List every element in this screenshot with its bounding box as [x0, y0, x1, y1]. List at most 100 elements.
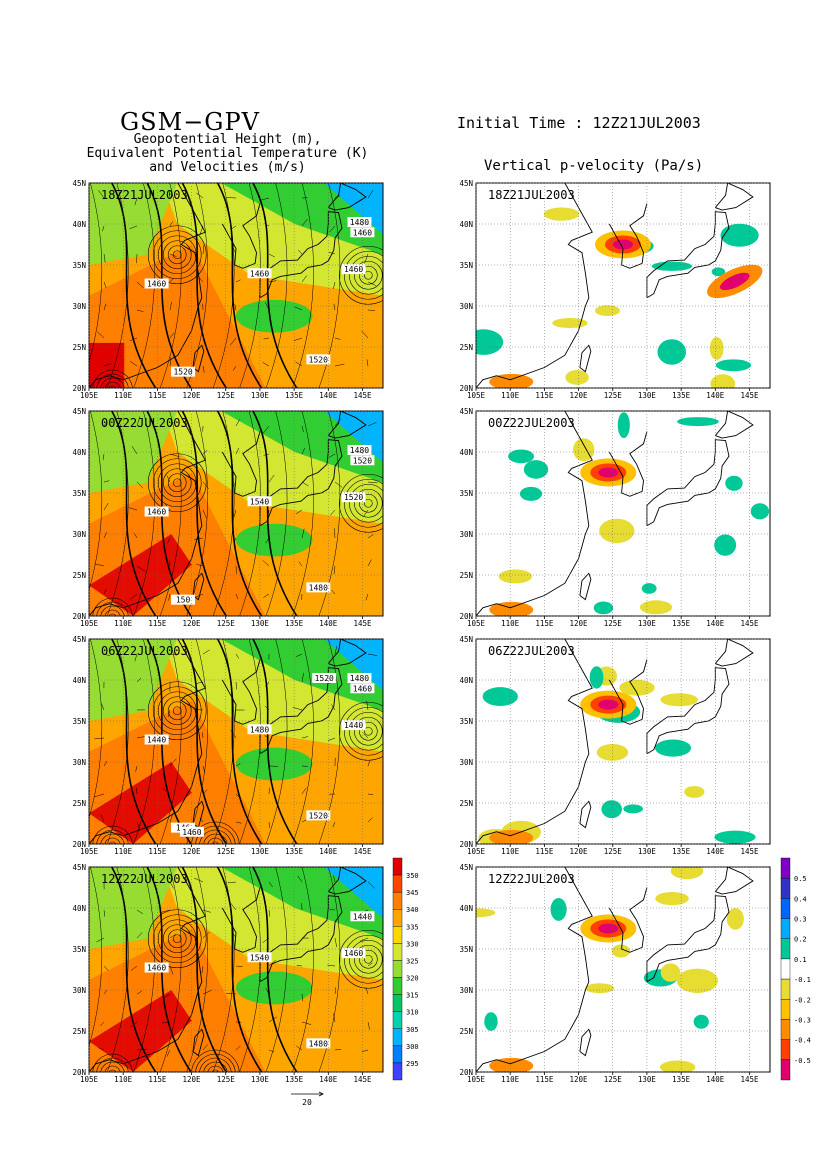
wind-vector	[202, 909, 211, 913]
wind-vector	[363, 509, 369, 517]
colorbar-segment	[392, 1028, 403, 1047]
wind-vector	[327, 964, 336, 967]
low-contour	[358, 949, 378, 969]
contour-label-bg	[341, 492, 366, 503]
lon-tick-label: 145E	[353, 619, 372, 628]
omega-descent-patch	[655, 891, 689, 906]
wind-vector	[103, 909, 106, 917]
coastline-taiwan	[192, 572, 205, 601]
colorbar-segment	[780, 1039, 791, 1061]
wind-vector	[265, 988, 270, 995]
low-contour-typhoon	[203, 833, 228, 844]
panel-time-label: 12Z22JUL2003	[101, 872, 188, 886]
wind-vector	[262, 560, 270, 567]
wind-vector	[102, 225, 105, 232]
lat-tick-label: 30N	[72, 986, 86, 995]
height-contour	[181, 639, 228, 844]
low-contour-south	[104, 1065, 121, 1072]
low-contour	[344, 934, 383, 984]
wind-vector	[103, 363, 112, 367]
subtitle-line-3: and Velocities (m/s)	[149, 160, 306, 175]
coastline-korea	[221, 887, 261, 953]
omega-ascent-patch	[651, 261, 693, 271]
low-contour	[162, 696, 192, 726]
low-contour-south	[100, 605, 125, 616]
wind-vector	[160, 909, 171, 913]
colorbar-segment	[780, 918, 791, 939]
wind-vector	[201, 965, 204, 974]
low-contour	[363, 726, 373, 736]
lat-tick-label: 35N	[459, 717, 473, 726]
wind-vector	[367, 1021, 370, 1030]
wind-vector	[334, 1049, 342, 1051]
theta-contour	[159, 411, 182, 616]
lat-tick-label: 25N	[72, 571, 86, 580]
low-contour-south	[96, 1057, 129, 1072]
theta-contour	[265, 411, 288, 616]
lon-tick-label: 130E	[251, 1075, 270, 1084]
low-contour	[353, 716, 383, 746]
lat-tick-label: 40N	[459, 676, 473, 685]
colorbar-label: -0.1	[794, 976, 811, 984]
lon-tick-label: 140E	[319, 847, 338, 856]
wind-vector	[199, 817, 204, 823]
wind-vector	[230, 903, 237, 911]
low-contour-typhoon	[203, 1061, 228, 1072]
low-contour	[363, 954, 373, 964]
low-contour-typhoon	[195, 1053, 236, 1072]
lat-tick-label: 35N	[72, 717, 86, 726]
wind-vector	[128, 507, 138, 511]
wind-vector	[94, 563, 105, 567]
wind-vector	[234, 304, 237, 311]
contour-label: 1460	[353, 228, 372, 237]
wind-vector	[202, 244, 205, 255]
lon-tick-label: 140E	[319, 391, 338, 400]
wind-vector	[232, 365, 237, 371]
coastline-hokkaido	[327, 183, 367, 211]
theta-contour	[292, 183, 314, 388]
panel-time-label: 12Z22JUL2003	[488, 872, 575, 886]
lon-tick-label: 130E	[251, 619, 270, 628]
low-contour	[157, 235, 197, 275]
omega-descent-patch	[565, 370, 589, 385]
omega-ascent-patch	[482, 687, 518, 706]
wind-vector	[264, 705, 270, 711]
low-contour-south	[92, 597, 133, 616]
vector-reference: 20	[291, 1091, 324, 1107]
contour-label: 1520	[315, 674, 334, 683]
lon-tick-label: 120E	[183, 619, 202, 628]
contour-label: 1460	[344, 949, 363, 958]
lat-tick-label: 20N	[459, 612, 473, 621]
low-contour	[157, 919, 197, 959]
lon-tick-label: 130E	[251, 391, 270, 400]
omega-descent-patch	[726, 908, 744, 930]
wind-vector	[334, 937, 337, 948]
contour-label-bg	[247, 268, 272, 279]
wind-vector	[166, 537, 171, 544]
wind-vector	[301, 481, 309, 487]
wind-vector	[235, 763, 241, 767]
wind-vector	[136, 416, 141, 427]
low-contour	[339, 701, 383, 761]
subtitle-line-2: Equivalent Potential Temperature (K)	[86, 146, 369, 161]
wind-vector	[103, 502, 109, 511]
theta-panel-2: 14601520152015401480150148000Z22JUL20031…	[72, 407, 384, 628]
lat-tick-label: 40N	[459, 904, 473, 913]
lon-tick-label: 125E	[604, 619, 623, 628]
wind-vector	[334, 337, 341, 340]
omega-ascent-patch	[508, 449, 535, 464]
wind-vector	[102, 453, 105, 460]
contour-label-bg	[247, 496, 272, 507]
coastline-hokkaido	[327, 867, 367, 895]
omega-ascent-patch	[623, 804, 643, 814]
coastline-korea	[221, 659, 261, 725]
lat-tick-label: 40N	[72, 448, 86, 457]
contour-label: 150	[176, 596, 191, 605]
lat-tick-label: 40N	[72, 220, 86, 229]
contour-label: 1520	[173, 368, 192, 377]
height-contour	[216, 639, 263, 844]
lon-tick-label: 140E	[319, 1075, 338, 1084]
wind-vector	[367, 559, 372, 567]
colorbar-label: 330	[406, 940, 419, 948]
